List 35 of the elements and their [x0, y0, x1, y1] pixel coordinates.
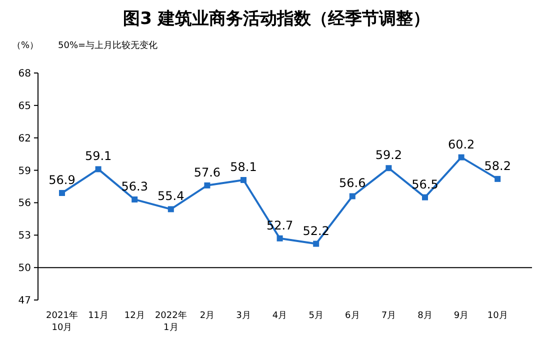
x-tick-label: 2月	[200, 311, 215, 321]
x-tick-label: 2021年 10月	[46, 310, 78, 333]
x-tick-label: 12月	[124, 311, 145, 321]
data-label: 59.1	[84, 149, 112, 164]
data-label: 56.9	[48, 172, 76, 187]
y-tick-label: 59	[18, 166, 31, 177]
data-label: 56.5	[412, 177, 438, 192]
x-tick-label: 2022年 1月	[154, 310, 187, 333]
y-tick-label: 65	[18, 100, 31, 112]
x-tick-label: 11月	[88, 311, 109, 321]
y-tick-label: 56	[18, 198, 31, 210]
y-tick-label: 68	[18, 68, 31, 80]
x-tick-label: 3月	[236, 311, 251, 321]
x-tick-label: 4月	[272, 311, 288, 321]
data-label: 57.6	[194, 165, 221, 180]
text: 50%=与上月比较无变化	[58, 40, 158, 51]
data-label: 59.2	[375, 148, 402, 162]
y-tick-label: 50	[18, 263, 31, 274]
x-tick-label: 5月	[308, 311, 324, 321]
data-label: 58.1	[230, 160, 257, 174]
x-tick-label: 8月	[418, 311, 432, 321]
x-tick-label: 6月	[345, 311, 360, 321]
chart-title: 图3 建筑业商务活动指数（经季节调整）	[123, 9, 430, 29]
data-label: 56.6	[339, 176, 366, 190]
x-tick-label: 9月	[454, 311, 469, 321]
y-axis-title: （%）	[12, 41, 39, 51]
x-tick-label: 7月	[381, 311, 396, 321]
x-tick-label: 10月	[487, 311, 508, 321]
data-label: 56.3	[121, 179, 148, 194]
y-tick-label: 53	[18, 230, 31, 242]
data-label: 60.2	[448, 137, 475, 152]
data-label: 55.4	[158, 189, 184, 204]
y-tick-label: 47	[18, 296, 31, 306]
data-label: 58.2	[484, 158, 511, 173]
y-tick-label: 62	[18, 133, 31, 144]
